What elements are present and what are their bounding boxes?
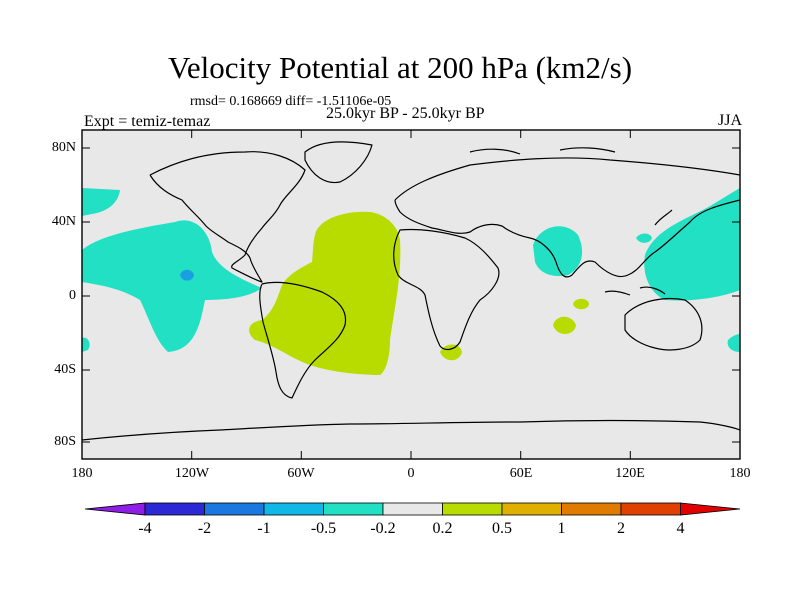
period-label: 25.0kyr BP - 25.0kyr BP bbox=[326, 105, 485, 122]
colorbar-swatch bbox=[263, 502, 324, 516]
coast-greenland bbox=[304, 141, 373, 184]
anomaly-central-pacific bbox=[82, 220, 262, 352]
colorbar-swatch bbox=[382, 502, 443, 516]
coast-eurasia bbox=[394, 157, 740, 278]
anomaly-east-china-sea bbox=[636, 233, 652, 243]
colorbar-label: 4 bbox=[676, 520, 685, 537]
lat-label-0: 0 bbox=[69, 288, 76, 303]
lat-label-80s: 80S bbox=[54, 434, 76, 449]
coast-africa bbox=[393, 228, 500, 351]
anomaly-west-pacific bbox=[644, 188, 740, 301]
colorbar-swatch bbox=[561, 502, 622, 516]
season-label: JJA bbox=[717, 112, 742, 129]
colorbar-label: -0.2 bbox=[370, 520, 396, 537]
colorbar-label: -2 bbox=[197, 520, 212, 537]
coast-north-america bbox=[149, 151, 306, 283]
anomaly-south-africa bbox=[440, 344, 462, 361]
colorbar-label: -0.5 bbox=[310, 520, 337, 537]
colorbar-swatch bbox=[323, 502, 384, 516]
stats-text: rmsd= 0.168669 diff= -1.51106e-05 bbox=[190, 94, 392, 109]
chart-title: Velocity Potential at 200 hPa (km2/s) bbox=[167, 50, 633, 85]
colorbar-swatch bbox=[680, 502, 741, 516]
lat-label-80n: 80N bbox=[51, 140, 76, 155]
anomaly-north-pacific-east bbox=[82, 188, 120, 216]
colorbar-swatch bbox=[620, 502, 681, 516]
colorbar-swatch bbox=[501, 502, 562, 516]
colorbar-swatch bbox=[144, 502, 205, 516]
anomaly-south-pacific-west bbox=[82, 337, 90, 352]
colorbar-label: 0.2 bbox=[432, 520, 453, 537]
coast-indonesia bbox=[604, 286, 666, 296]
colorbar-label: 0.5 bbox=[492, 520, 512, 537]
colorbar-swatch bbox=[84, 502, 146, 516]
coast-arctic-islands bbox=[469, 147, 616, 155]
colorbar-swatch bbox=[204, 502, 265, 516]
anomaly-indian-ocean-south bbox=[553, 316, 576, 335]
colorbar-label: 1 bbox=[557, 520, 566, 537]
lon-label-120e: 120E bbox=[615, 466, 645, 481]
colorbar-label: -1 bbox=[257, 520, 271, 537]
coast-antarctica bbox=[82, 419, 740, 441]
anomaly-indian-ocean-mid bbox=[573, 298, 589, 310]
colorbar-label: 2 bbox=[617, 520, 625, 537]
lon-label-180e: 180 bbox=[729, 466, 751, 481]
colorbar-label: -4 bbox=[138, 520, 152, 537]
lon-label-120w: 120W bbox=[174, 466, 210, 481]
colorbar bbox=[84, 502, 741, 516]
lat-label-40n: 40N bbox=[51, 214, 76, 229]
experiment-label: Expt = temiz-temaz bbox=[84, 113, 211, 130]
lat-label-40s: 40S bbox=[54, 362, 76, 377]
coast-south-america bbox=[259, 281, 347, 399]
lon-label-180w: 180 bbox=[71, 466, 93, 481]
anomaly-tasman bbox=[727, 334, 740, 352]
colorbar-swatch bbox=[442, 502, 503, 516]
lon-label-0: 0 bbox=[407, 466, 415, 481]
coast-australia bbox=[624, 297, 703, 351]
lon-label-60e: 60E bbox=[509, 466, 533, 481]
anomaly-pacific-core bbox=[180, 269, 194, 281]
anomaly-arabian-sea bbox=[533, 226, 583, 277]
coast-japan bbox=[654, 209, 673, 226]
lon-label-60w: 60W bbox=[287, 466, 315, 481]
